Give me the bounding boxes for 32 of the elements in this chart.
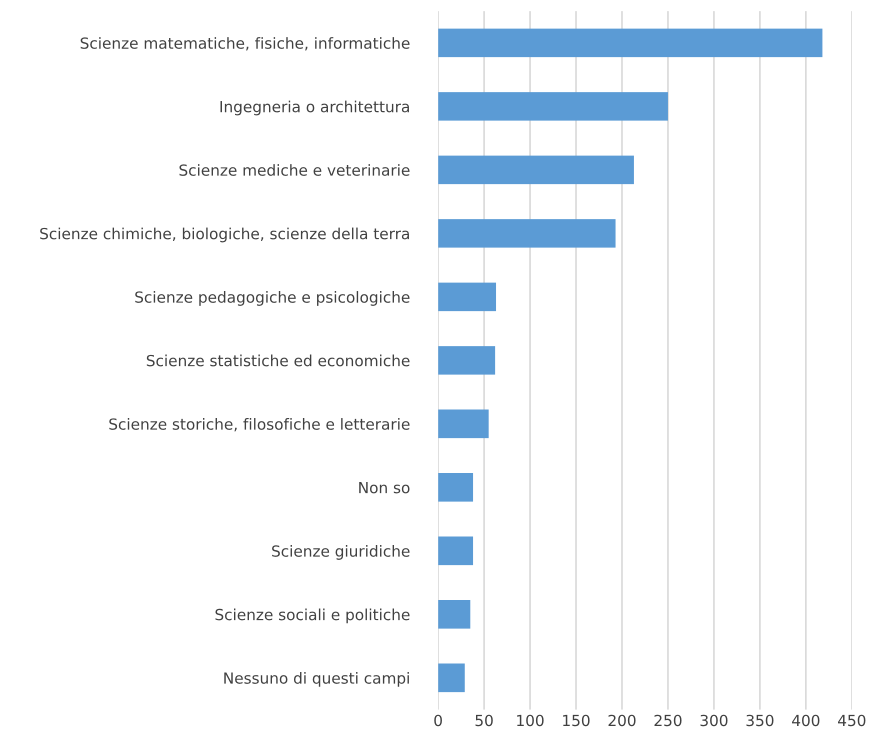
x-tick-label: 200 (608, 714, 636, 726)
bar (438, 156, 634, 184)
y-tick-label: Ingegneria o architettura (220, 100, 409, 116)
bar (438, 346, 496, 375)
x-tick-label: 50 (476, 714, 493, 726)
bar (438, 410, 489, 438)
y-tick-label: Scienze giuridiche (272, 545, 410, 560)
bar (438, 473, 474, 502)
y-tick-label: Scienze mediche e veterinarie (179, 164, 410, 176)
bar (438, 219, 616, 248)
x-tick-label: 400 (792, 714, 820, 726)
x-tick-label: 300 (700, 714, 728, 726)
x-tick-label: 250 (654, 714, 682, 726)
x-tick-label: 100 (517, 714, 544, 726)
bar (438, 282, 496, 312)
y-tick-label: Scienze storiche, filosofiche e letterarie (109, 418, 410, 432)
x-tick-label: 450 (838, 714, 866, 726)
bar (438, 92, 668, 121)
bar (438, 664, 465, 692)
x-tick-label: 150 (563, 714, 590, 726)
y-tick-label: Scienze sociali e politiche (215, 608, 410, 624)
x-tick-label: 350 (746, 714, 774, 726)
y-tick-label: Nessuno di questi campi (224, 672, 409, 687)
y-tick-label: Non so (359, 482, 410, 494)
y-tick-label: Scienze chimiche, biologiche, scienze della terra (40, 228, 409, 242)
y-tick-label: Scienze matematiche, fisiche, informatiche (80, 37, 410, 50)
bar (438, 536, 474, 566)
y-tick-label: Scienze pedagogiche e psicologiche (135, 291, 410, 306)
bar (438, 600, 470, 629)
y-tick-label: Scienze statistiche ed economiche (146, 354, 410, 366)
x-tick-label: 0 (434, 714, 442, 726)
bar (438, 28, 822, 58)
